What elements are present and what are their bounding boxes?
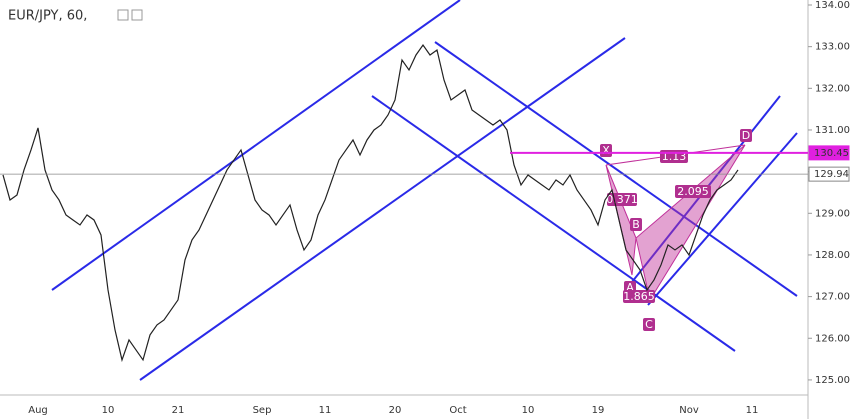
pattern-label: D <box>742 129 750 142</box>
y-tick-label: 134.00 <box>815 0 850 11</box>
harmonic-pattern <box>605 144 746 302</box>
x-tick-label: 20 <box>389 405 402 416</box>
icon[interactable] <box>117 9 129 21</box>
price-tag <box>808 166 850 182</box>
x-tick-label: Nov <box>679 405 699 416</box>
x-tick-label: 11 <box>319 405 332 416</box>
ratio-label: 2.095 <box>677 185 709 198</box>
y-tick-label: 132.00 <box>815 83 850 94</box>
pattern-label: B <box>632 218 640 231</box>
x-tick-label: Sep <box>253 405 272 416</box>
x-tick-label: 11 <box>746 405 759 416</box>
price-line <box>2 43 739 363</box>
price-tag-label: 130.45 <box>814 148 849 159</box>
chart-title: EUR/JPY, 60, <box>8 9 87 24</box>
y-tick-label: 126.00 <box>815 333 850 344</box>
price-tag-label: 129.94 <box>814 169 849 180</box>
x-tick-label: 10 <box>102 405 115 416</box>
pattern-label: A <box>626 281 634 294</box>
y-tick-label: 133.00 <box>815 42 850 53</box>
pattern-label: C <box>645 318 653 331</box>
x-tick-label: Aug <box>28 405 48 416</box>
y-tick-label: 127.00 <box>815 292 850 303</box>
y-tick-label: 131.00 <box>815 125 850 136</box>
y-tick-label: 128.00 <box>815 250 850 261</box>
ratio-label: 1.865 <box>623 290 655 303</box>
x-tick-label: 21 <box>172 405 185 416</box>
price-tag <box>808 145 850 161</box>
x-tick-label: 10 <box>522 405 535 416</box>
icon[interactable] <box>131 9 143 21</box>
y-tick-label: 125.00 <box>815 375 850 386</box>
y-tick-label: 129.00 <box>815 208 850 219</box>
ratio-label: 0.371 <box>606 193 638 206</box>
x-tick-label: Oct <box>449 405 466 416</box>
pattern-label: X <box>602 144 610 157</box>
x-tick-label: 19 <box>592 405 605 416</box>
